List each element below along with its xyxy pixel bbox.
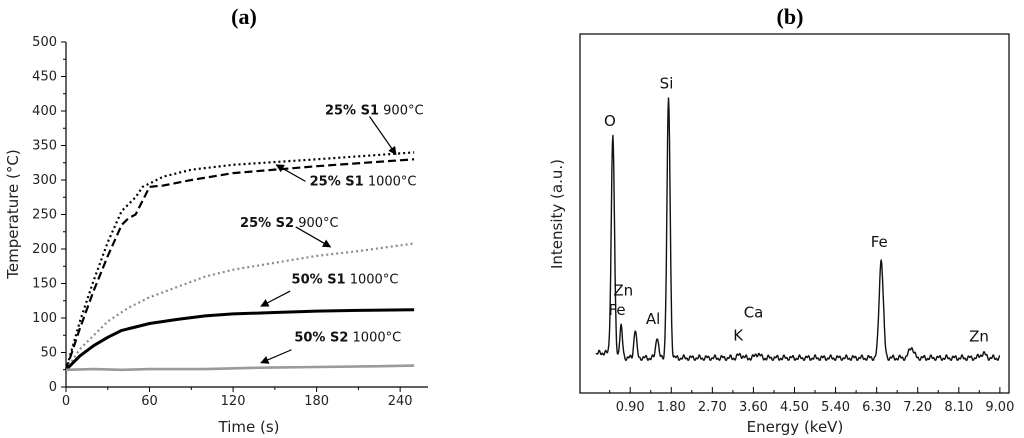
- series-annotation: 25% S1 1000°C: [310, 175, 417, 190]
- series-annotation-temp: 1000°C: [346, 273, 399, 288]
- series-annotation-bold: 50% S1: [292, 273, 346, 288]
- x-tick-label: 0.90: [616, 400, 645, 415]
- x-tick-label: 6.30: [862, 400, 891, 415]
- x-tick-label: 240: [388, 394, 413, 409]
- series-line: [64, 158, 415, 371]
- series-annotation-temp: 900°C: [294, 216, 339, 231]
- series-annotation-bold: 25% S2: [240, 216, 294, 231]
- x-axis-title: Time (s): [218, 418, 280, 436]
- y-tick-label: 200: [32, 242, 57, 257]
- annotation-arrow: [275, 164, 306, 182]
- peak-label: Fe: [871, 233, 888, 251]
- x-tick-label: 8.10: [944, 400, 973, 415]
- series-line: [64, 151, 415, 371]
- x-tick-label: 120: [221, 394, 246, 409]
- series-annotation-temp: 900°C: [379, 103, 424, 118]
- series-annotation-bold: 25% S1: [310, 175, 364, 190]
- panel-a-label: (a): [231, 4, 257, 29]
- panel-b-label: (b): [777, 4, 804, 29]
- x-axis-title: Energy (keV): [747, 418, 844, 436]
- peak-label: K: [733, 327, 744, 345]
- y-tick-label: 50: [40, 346, 57, 361]
- x-tick-label: 4.50: [780, 400, 809, 415]
- y-tick-label: 500: [32, 35, 57, 50]
- series-annotation: 50% S1 1000°C: [292, 273, 399, 288]
- series-line: [65, 242, 415, 371]
- y-tick-label: 300: [32, 173, 57, 188]
- spectrum-line: [595, 97, 1001, 361]
- x-tick-label: 0: [62, 394, 70, 409]
- series-annotation-temp: 1000°C: [364, 175, 417, 190]
- x-tick-label: 5.40: [821, 400, 850, 415]
- x-tick-label: 180: [304, 394, 329, 409]
- eds-spectrum-chart: Intensity (a.u.) Energy (keV) 0.90 1.80 2.…: [548, 33, 1014, 436]
- x-tick-label: 7.20: [903, 400, 932, 415]
- y-axis-title: Intensity (a.u.): [548, 159, 566, 269]
- series-annotation: 50% S2 1000°C: [294, 330, 401, 345]
- y-tick-label: 450: [32, 70, 57, 85]
- annotation-arrow: [260, 349, 292, 364]
- x-tick-label: 9.00: [985, 400, 1014, 415]
- x-tick-label: 1.80: [657, 400, 686, 415]
- peak-label: Al: [646, 310, 660, 328]
- peak-label: Fe: [609, 301, 626, 319]
- series-annotation-bold: 50% S2: [294, 330, 348, 345]
- x-tick-label: 3.60: [739, 400, 768, 415]
- series-line: [64, 308, 415, 371]
- y-tick-label: 350: [32, 139, 57, 154]
- y-axis-title: Temperature (°C): [4, 149, 22, 279]
- annotation-arrow: [295, 226, 332, 248]
- peak-label: Zn: [613, 281, 633, 299]
- peak-label: Ca: [744, 304, 764, 322]
- series-line: [65, 364, 415, 372]
- annotation-arrow: [369, 116, 397, 156]
- temperature-time-chart: Temperature (°C) Time (s) 0 50 100 150 200 25…: [4, 35, 428, 436]
- y-tick-label: 250: [32, 208, 57, 223]
- y-tick-label: 150: [32, 277, 57, 292]
- plot-frame: [579, 33, 1010, 394]
- x-tick-label: 60: [141, 394, 158, 409]
- y-tick-label: 400: [32, 104, 57, 119]
- y-tick-label: 100: [32, 311, 57, 326]
- series-annotation-bold: 25% S1: [325, 103, 379, 118]
- peak-label: O: [604, 112, 616, 130]
- series-annotation-temp: 1000°C: [348, 330, 401, 345]
- series-annotation: 25% S2 900°C: [240, 216, 339, 231]
- peak-label: Zn: [969, 328, 989, 346]
- y-tick-label: 0: [49, 380, 57, 395]
- annotation-arrow: [260, 290, 291, 307]
- x-tick-label: 2.70: [698, 400, 727, 415]
- series-annotation: 25% S1 900°C: [325, 103, 424, 118]
- peak-label: Si: [660, 75, 674, 93]
